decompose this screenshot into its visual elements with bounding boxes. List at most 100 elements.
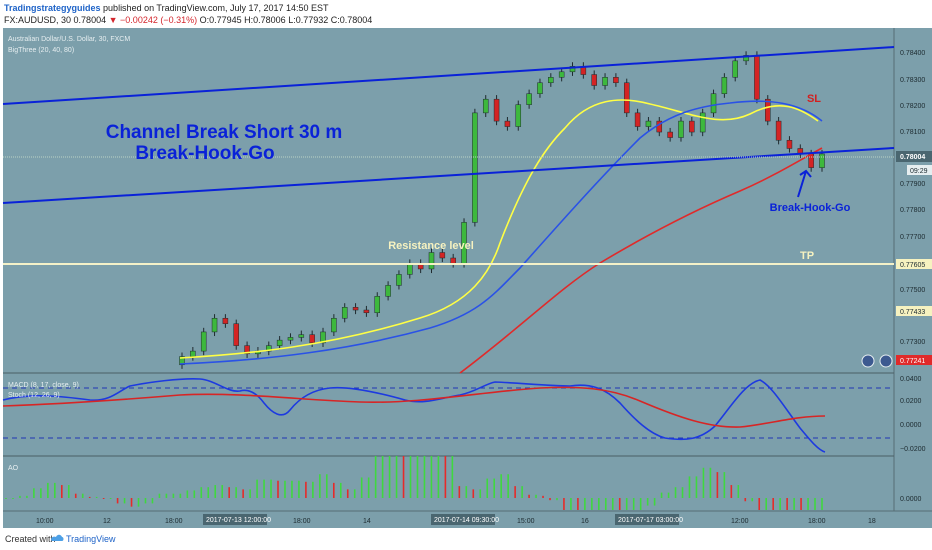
price-axis-background bbox=[894, 28, 932, 511]
publisher-name[interactable]: Tradingstrategyguides bbox=[4, 3, 101, 13]
annotation-title-line-2: Break-Hook-Go bbox=[135, 143, 274, 164]
price-change: −0.00242 (−0.31%) bbox=[120, 15, 198, 25]
ao-bar bbox=[326, 474, 328, 498]
flag-us-icon[interactable] bbox=[879, 354, 893, 368]
candle-up bbox=[341, 307, 348, 319]
ao-bar bbox=[40, 488, 42, 498]
candle-up bbox=[721, 77, 728, 94]
time-tick-highlight: 2017-07-13 12:00:00 bbox=[206, 517, 271, 524]
ao-bar bbox=[618, 498, 621, 510]
price-tick: 0.77900 bbox=[900, 181, 925, 188]
candle-up bbox=[298, 334, 305, 338]
ao-bar bbox=[151, 498, 154, 504]
ao-bar bbox=[751, 498, 754, 502]
ao-bar bbox=[493, 478, 496, 498]
candle-up bbox=[396, 274, 402, 286]
tradingview-brand[interactable]: TradingView bbox=[66, 534, 116, 544]
candle-up bbox=[678, 120, 684, 138]
time-tick-highlight: 2017-07-17 03:00:00 bbox=[618, 517, 683, 524]
price-axis: 0.78400 0.78300 0.78200 0.78100 0.78004 … bbox=[896, 50, 932, 365]
ao-bar bbox=[249, 489, 251, 498]
macd-line bbox=[2, 386, 826, 428]
candle-up bbox=[374, 296, 381, 314]
ao-bar bbox=[702, 467, 705, 498]
ao-bar bbox=[88, 496, 91, 498]
time-highlight-2 bbox=[431, 514, 495, 525]
ao-bar bbox=[214, 485, 217, 498]
time-tick: 16 bbox=[581, 518, 589, 525]
osc-tick: 0.0400 bbox=[900, 376, 922, 383]
ao-bar bbox=[54, 482, 56, 498]
candle-up bbox=[211, 317, 218, 333]
candle-down bbox=[233, 323, 239, 346]
ao-bar bbox=[688, 476, 691, 498]
ao-bar bbox=[5, 498, 7, 499]
time-axis: 10:00 12 18:00 2017-07-13 12:00:00 18:00… bbox=[36, 514, 876, 525]
stoch-legend: Stoch (12, 26, 9) bbox=[8, 392, 60, 399]
ao-bar bbox=[235, 487, 237, 498]
price-tick: 0.78200 bbox=[900, 103, 925, 110]
ohlc-values: O:0.77945 H:0.78006 L:0.77932 C:0.78004 bbox=[199, 15, 373, 25]
ao-bar bbox=[193, 490, 196, 498]
candle-up bbox=[276, 339, 283, 346]
ao-bar bbox=[367, 477, 370, 498]
ao-bar bbox=[786, 498, 788, 510]
ao-bar bbox=[584, 498, 586, 510]
ao-bar bbox=[793, 498, 795, 510]
chart-canvas[interactable]: Channel Break Short 30 m Break-Hook-Go R… bbox=[0, 28, 932, 528]
break-hook-go-label: Break-Hook-Go bbox=[770, 202, 851, 214]
candle-up bbox=[645, 120, 652, 127]
level-3-price-label: 0.77241 bbox=[900, 358, 925, 365]
ao-bar bbox=[26, 495, 28, 498]
ao-bar bbox=[179, 493, 182, 498]
chart-header: Tradingstrategyguides published on Tradi… bbox=[0, 0, 932, 28]
created-with-text: Created with bbox=[5, 534, 56, 544]
ao-bar bbox=[416, 456, 419, 498]
ao-bar bbox=[402, 456, 405, 498]
ao-bar bbox=[639, 498, 642, 510]
ao-bar bbox=[674, 487, 677, 498]
ao-bar bbox=[312, 481, 314, 498]
symbol-label: FX:AUDUSD, 30 bbox=[4, 15, 72, 25]
ao-bar bbox=[256, 479, 258, 498]
last-price-axis-label: 0.78004 bbox=[900, 154, 925, 161]
time-tick: 18 bbox=[868, 518, 876, 525]
ao-bar bbox=[458, 486, 461, 498]
candle-down bbox=[808, 153, 814, 168]
osc-tick: −0.0200 bbox=[900, 446, 926, 453]
candle-down bbox=[634, 112, 641, 127]
candle-up bbox=[407, 263, 413, 275]
flag-au-icon[interactable] bbox=[861, 354, 875, 368]
ao-bar bbox=[158, 493, 161, 498]
ao-bar bbox=[709, 467, 712, 498]
ao-bar bbox=[339, 482, 342, 498]
time-tick: 18:00 bbox=[293, 518, 311, 525]
osc-tick: 0.0200 bbox=[900, 398, 922, 405]
ao-bar bbox=[130, 498, 133, 507]
arrow-icon bbox=[797, 169, 812, 198]
ao-bar bbox=[765, 498, 768, 510]
ao-bar bbox=[381, 456, 384, 498]
ao-bar bbox=[67, 485, 70, 498]
ao-bar bbox=[270, 479, 272, 498]
ao-bar bbox=[556, 498, 558, 501]
ao-bar bbox=[123, 498, 126, 504]
ao-bar bbox=[507, 474, 509, 498]
ao-bar bbox=[660, 492, 663, 498]
last-price: 0.78004 bbox=[73, 15, 107, 25]
time-tick: 18:00 bbox=[165, 518, 183, 525]
ao-bar bbox=[291, 480, 293, 498]
ao-bar bbox=[242, 489, 244, 498]
candle-down bbox=[309, 334, 315, 344]
candle-up bbox=[320, 331, 326, 344]
ao-bar bbox=[528, 494, 530, 498]
candle-down bbox=[613, 77, 619, 84]
ao-bar bbox=[667, 492, 670, 498]
ao-bar bbox=[570, 498, 572, 510]
ao-bar bbox=[653, 498, 656, 506]
ao-bar bbox=[12, 498, 14, 499]
ao-bar bbox=[451, 456, 454, 498]
level-2-price-badge bbox=[896, 306, 932, 316]
ao-legend: AO bbox=[8, 465, 19, 472]
candle-down bbox=[493, 98, 500, 122]
